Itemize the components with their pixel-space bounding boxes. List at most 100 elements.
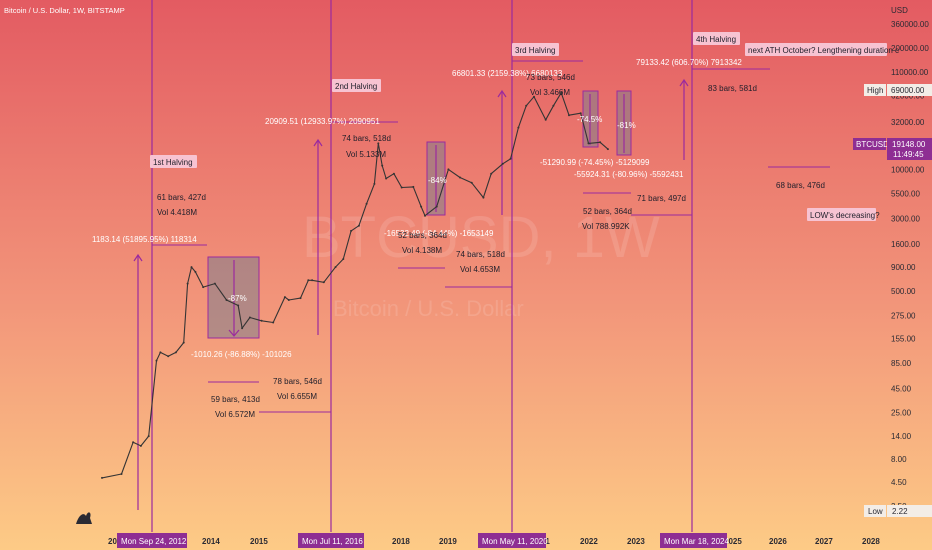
- price-point: [373, 182, 376, 185]
- price-tags: High 69000.00 BTCUSD 19148.00 11:49:45 L…: [853, 84, 932, 517]
- halving-date-1: Mon Sep 24, 2012: [121, 537, 187, 546]
- rally-arrowhead-4: [679, 78, 689, 87]
- price-tick-label: 110000.00: [891, 68, 929, 77]
- current-symbol-bg: [853, 138, 886, 150]
- time-label-2025: 2025: [724, 537, 742, 546]
- halving-date-2-bg: [298, 533, 364, 548]
- cycle-bars-6: 71 bars, 497d: [637, 194, 686, 203]
- notes: next ATH October? Lengthening duration c…: [745, 43, 899, 221]
- price-point: [342, 258, 345, 260]
- cycle-bars-2: 78 bars, 546d: [273, 377, 322, 386]
- drop-label-3: -51290.99 (-74.45%) -5129099: [540, 158, 650, 167]
- price-point: [435, 205, 438, 208]
- duration-bars-3: 73 bars, 546d: [526, 73, 575, 82]
- price-point: [482, 196, 485, 199]
- price-point: [307, 279, 310, 282]
- time-label-2023: 2023: [627, 537, 645, 546]
- cycle-bars-5: 52 bars, 364d: [583, 207, 632, 216]
- rally-arrows: [133, 78, 689, 510]
- price-point: [568, 114, 570, 117]
- price-point: [552, 104, 555, 107]
- rise-label-2: 20909.51 (12933.97%) 2090951: [265, 117, 380, 126]
- halving-labels: 1st Halving 2nd Halving 3rd Halving 4th …: [150, 32, 740, 168]
- time-label-2015: 2015: [250, 537, 268, 546]
- price-point: [587, 142, 590, 145]
- price-points: [101, 91, 609, 479]
- price-point: [241, 327, 244, 330]
- price-point: [311, 279, 314, 282]
- drop-label-4: -55924.31 (-80.96%) -5592431: [574, 170, 684, 179]
- halving-label-1: 1st Halving: [153, 158, 193, 167]
- cycle-vol-4: Vol 4.653M: [460, 265, 500, 274]
- price-tick-label: 200000.00: [891, 44, 929, 53]
- price-point: [579, 112, 582, 115]
- halving-date-4: Mon Mar 18, 2024: [664, 537, 729, 546]
- price-point: [155, 359, 158, 362]
- current-price-bg: [887, 138, 932, 160]
- price-point: [182, 341, 185, 344]
- price-point: [194, 270, 197, 273]
- high-label: High: [867, 86, 883, 95]
- drawdown-pct-3: -74.5%: [577, 115, 602, 124]
- watermark-ticker: BTCUSD, 1W: [302, 205, 660, 270]
- halving-date-1-bg: [117, 533, 187, 548]
- rally-arrowhead-2: [313, 138, 323, 147]
- halving-label-2-bg: [332, 79, 381, 92]
- duration-bars-2: 74 bars, 518d: [342, 134, 391, 143]
- price-tick-label: 85.00: [891, 359, 912, 368]
- price-tick-label: 155.00: [891, 335, 916, 344]
- price-point: [560, 91, 563, 94]
- halving-label-4-bg: [693, 32, 740, 45]
- cycle-bars-4: 74 bars, 518d: [456, 250, 505, 259]
- price-point: [420, 205, 423, 208]
- halving-lines: [151, 0, 693, 532]
- halving-date-4-bg: [660, 533, 727, 548]
- cycle-vol-2: Vol 6.655M: [277, 392, 317, 401]
- cycle-vol-1: Vol 6.572M: [215, 410, 255, 419]
- low-label: Low: [868, 507, 883, 516]
- price-tick-label: 4.50: [891, 478, 907, 487]
- price-point: [517, 126, 520, 129]
- halving-label-1-bg: [150, 155, 197, 168]
- time-label-2014: 2014: [202, 537, 220, 546]
- tradingview-logo[interactable]: [76, 512, 92, 524]
- high-value-bg: [887, 84, 932, 96]
- duration-vol-3: Vol 3.466M: [530, 88, 570, 97]
- time-label-2028: 2028: [862, 537, 880, 546]
- rise-label-1: 1183.14 (51895.95%) 118314: [92, 235, 197, 244]
- price-point: [139, 444, 142, 447]
- halving-date-3: Mon May 11, 2020: [482, 537, 548, 546]
- price-axis-currency: USD: [891, 6, 908, 15]
- cycle-vol-3: Vol 4.138M: [402, 246, 442, 255]
- price-point: [357, 224, 360, 227]
- duration-vol-2: Vol 5.133M: [346, 150, 386, 159]
- halving-label-4: 4th Halving: [696, 35, 736, 44]
- time-label-2019: 2019: [439, 537, 457, 546]
- measurement-texts: 1183.14 (51895.95%) 118314 20909.51 (129…: [92, 58, 825, 419]
- rally-arrowhead-1: [133, 253, 143, 262]
- price-tick-label: 3000.00: [891, 214, 920, 223]
- logo-mark-icon: [76, 512, 92, 524]
- price-point: [202, 286, 205, 289]
- drop-label-2: -16532.49 (-84.44%) -1653149: [384, 229, 494, 238]
- price-point: [272, 321, 275, 324]
- low-value: 2.22: [892, 507, 908, 516]
- note-low: LOW's decreasing?: [810, 211, 880, 220]
- price-point: [385, 177, 388, 180]
- price-point: [606, 148, 609, 151]
- drawdown-pct-1: -87%: [228, 294, 247, 303]
- duration-bars-4: 83 bars, 581d: [708, 84, 757, 93]
- price-tick-label: 360000.00: [891, 20, 929, 29]
- price-point: [101, 476, 103, 479]
- price-point: [120, 473, 123, 475]
- duration-bars-1: 61 bars, 427d: [157, 193, 206, 202]
- drawdown-boxes: [207, 90, 632, 339]
- cycle-bars-3: 52 bars, 364d: [398, 231, 447, 240]
- price-point: [599, 141, 602, 144]
- price-point: [174, 351, 177, 354]
- price-tick-label: 25.00: [891, 409, 912, 418]
- price-point: [412, 185, 415, 188]
- time-axis[interactable]: 2013 2014 2015 2018 2019 2021 2022 2023 …: [108, 533, 880, 548]
